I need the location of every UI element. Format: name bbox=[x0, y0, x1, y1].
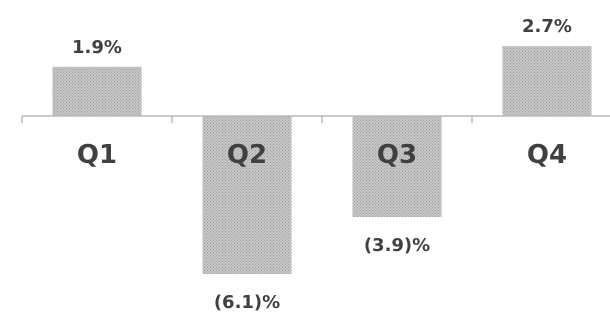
data-label-q4: 2.7% bbox=[522, 16, 572, 37]
bar-q4 bbox=[502, 46, 592, 116]
category-label-q3: Q3 bbox=[377, 140, 417, 170]
labels-group: 1.9% Q1 (6.1)% Q2 (3.9)% Q3 2.7% Q4 bbox=[72, 16, 572, 313]
bar-q2 bbox=[202, 116, 292, 274]
bar-q1 bbox=[52, 66, 142, 116]
data-label-q3: (3.9)% bbox=[364, 235, 430, 256]
bars-group bbox=[52, 46, 592, 274]
x-axis bbox=[21, 115, 610, 123]
bar-q3 bbox=[352, 116, 442, 217]
data-label-q1: 1.9% bbox=[72, 37, 122, 58]
data-label-q2: (6.1)% bbox=[214, 292, 280, 313]
category-label-q2: Q2 bbox=[227, 140, 267, 170]
category-label-q4: Q4 bbox=[527, 140, 567, 170]
category-label-q1: Q1 bbox=[77, 140, 117, 170]
